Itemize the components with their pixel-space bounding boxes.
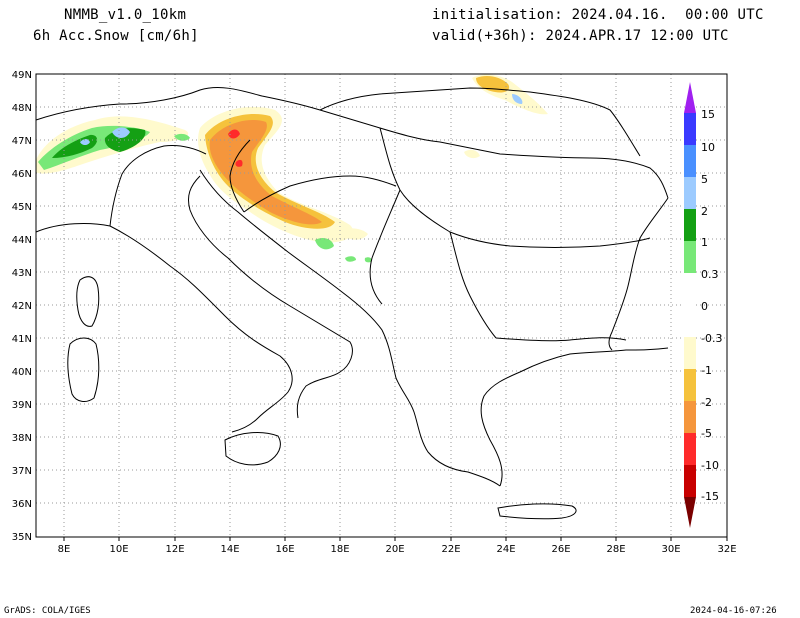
lon-label: 20E <box>385 544 404 555</box>
lon-label: 8E <box>58 544 71 555</box>
lat-label: 38N <box>12 433 32 444</box>
colorbar-swatch <box>684 177 696 209</box>
lon-labels: 8E 10E 12E 14E 16E 18E 20E 22E 24E 26E 2… <box>58 544 737 555</box>
lat-label: 45N <box>12 202 32 213</box>
colorbar-top-arrow <box>684 82 696 113</box>
colorbar-label: -5 <box>701 427 712 440</box>
colorbar-label: -2 <box>701 396 712 409</box>
lon-label: 32E <box>717 544 736 555</box>
coastlines <box>35 87 669 520</box>
model-title: NMMB_v1.0_10km <box>64 7 187 23</box>
lon-label: 16E <box>275 544 294 555</box>
lat-label: 47N <box>12 136 32 147</box>
tick-marks <box>63 537 728 541</box>
plot-frame <box>35 73 728 538</box>
lat-label: 46N <box>12 169 32 180</box>
lat-label: 49N <box>12 70 32 81</box>
colorbar-label: 2 <box>701 205 708 218</box>
field-title: 6h Acc.Snow [cm/6h] <box>33 28 199 44</box>
lat-label: 36N <box>12 499 32 510</box>
colorbar-label: -10 <box>701 459 719 472</box>
colorbar-label: 5 <box>701 173 708 186</box>
credit-label: GrADS: COLA/IGES <box>4 606 91 616</box>
colorbar-bottom-arrow <box>684 497 696 528</box>
lat-label: 48N <box>12 103 32 114</box>
colorbar-swatch <box>684 113 696 145</box>
snow-field <box>36 74 548 263</box>
lon-label: 24E <box>496 544 515 555</box>
colorbar-swatch <box>684 145 696 177</box>
colorbar-label: -1 <box>701 364 712 377</box>
lat-label: 37N <box>12 466 32 477</box>
colorbar-swatch <box>684 433 696 465</box>
colorbar-swatch <box>684 369 696 401</box>
lat-labels: 49N 48N 47N 46N 45N 44N 43N 42N 41N 40N … <box>12 70 32 543</box>
colorbar-label: 15 <box>701 108 715 121</box>
valid-time: valid(+36h): 2024.APR.17 12:00 UTC <box>432 28 729 44</box>
colorbar-label: 0.3 <box>701 268 719 281</box>
colorbar-label: -15 <box>701 490 719 503</box>
lat-label: 39N <box>12 400 32 411</box>
lat-label: 44N <box>12 235 32 246</box>
init-time: initialisation: 2024.04.16. 00:00 UTC <box>432 7 764 23</box>
lat-label: 41N <box>12 334 32 345</box>
colorbar-swatch <box>684 337 696 369</box>
lon-label: 22E <box>441 544 460 555</box>
lon-label: 30E <box>661 544 680 555</box>
colorbar-swatch <box>684 209 696 241</box>
colorbar-label: -0.3 <box>701 332 722 345</box>
colorbar-label: 1 <box>701 236 708 249</box>
colorbar: 15 10 5 2 1 0.3 0 -0.3 -1 -2 -5 -10 -15 <box>684 82 722 528</box>
colorbar-swatch <box>684 241 696 273</box>
lon-label: 26E <box>551 544 570 555</box>
colorbar-label: 10 <box>701 141 715 154</box>
lon-label: 28E <box>606 544 625 555</box>
timestamp-label: 2024-04-16-07:26 <box>690 606 777 616</box>
lon-label: 10E <box>109 544 128 555</box>
colorbar-swatch <box>684 401 696 433</box>
lon-label: 18E <box>330 544 349 555</box>
lat-label: 40N <box>12 367 32 378</box>
colorbar-swatch <box>684 465 696 497</box>
colorbar-label: 0 <box>701 300 708 313</box>
lat-label: 35N <box>12 532 32 543</box>
lat-label: 42N <box>12 301 32 312</box>
lon-label: 12E <box>165 544 184 555</box>
lat-label: 43N <box>12 268 32 279</box>
lon-label: 14E <box>220 544 239 555</box>
colorbar-swatch <box>684 273 696 337</box>
